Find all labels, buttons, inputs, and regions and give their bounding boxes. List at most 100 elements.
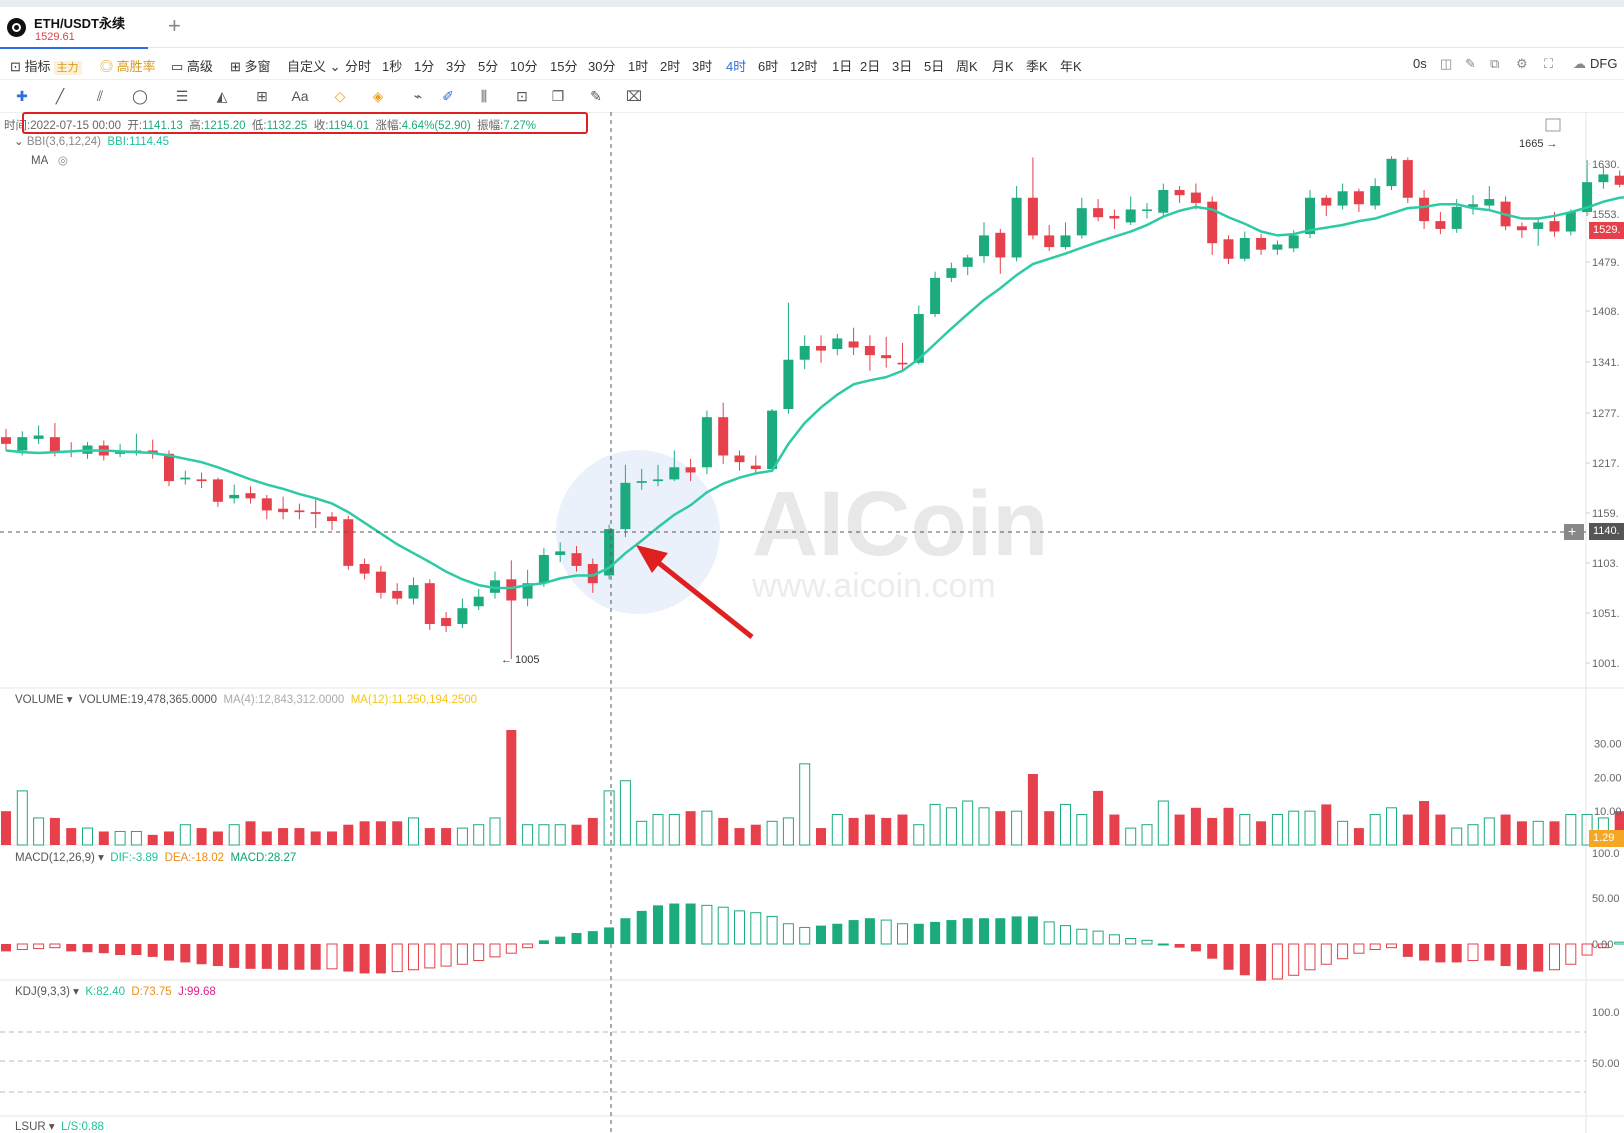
candle-body[interactable] (1044, 235, 1055, 248)
volume-bar[interactable] (945, 807, 957, 846)
macd-bar[interactable] (1451, 944, 1462, 963)
volume-bar[interactable] (668, 814, 680, 846)
volume-bar[interactable] (603, 790, 615, 846)
volume-bar[interactable] (228, 824, 240, 846)
macd-bar[interactable] (16, 943, 28, 951)
volume-bar[interactable] (652, 814, 664, 846)
volume-bar[interactable] (734, 828, 745, 845)
lock-icon[interactable]: ⊡ (516, 88, 528, 104)
volume-bar[interactable] (147, 834, 158, 845)
volume-bar[interactable] (261, 831, 272, 845)
lsur-legend[interactable]: LSUR ▾ L/S:0.88 (15, 1121, 104, 1133)
candle-body[interactable] (832, 338, 843, 350)
candle-body[interactable] (1337, 191, 1348, 206)
macd-bar[interactable] (1516, 944, 1527, 970)
volume-bar[interactable] (864, 814, 875, 845)
macd-bar[interactable] (799, 926, 811, 945)
note-icon[interactable]: ✎ (590, 88, 602, 104)
macd-bar[interactable] (229, 944, 240, 968)
macd-bar[interactable] (1190, 944, 1201, 952)
candle-icon[interactable]: ⫼ (480, 88, 488, 104)
volume-bar[interactable] (1353, 828, 1364, 845)
candle-body[interactable] (930, 277, 941, 315)
macd-bar[interactable] (636, 910, 647, 944)
period-分时[interactable]: 分时 (345, 59, 372, 74)
custom-menu[interactable]: 自定义 ⌄ (287, 59, 341, 74)
volume-bar[interactable] (1011, 810, 1023, 846)
volume-bar[interactable] (196, 828, 207, 845)
candle-body[interactable] (669, 467, 680, 480)
candle-body[interactable] (1468, 204, 1478, 207)
candle-body[interactable] (946, 268, 957, 278)
volume-bar[interactable] (1549, 821, 1560, 845)
volume-bar[interactable] (1271, 814, 1283, 846)
period-3分[interactable]: 3分 (446, 59, 467, 74)
candle-body[interactable] (441, 618, 452, 626)
candle-body[interactable] (864, 346, 875, 356)
volume-bar[interactable] (1369, 814, 1381, 846)
macd-bar[interactable] (1271, 943, 1283, 980)
volume-bar[interactable] (294, 828, 305, 845)
volume-bar[interactable] (359, 821, 370, 845)
macd-bar[interactable] (913, 923, 924, 944)
candle-body[interactable] (1386, 158, 1397, 187)
volume-bar[interactable] (782, 817, 794, 846)
candle-body[interactable] (701, 417, 712, 468)
volume-bar[interactable] (522, 824, 534, 846)
period-6时[interactable]: 6时 (758, 59, 779, 74)
macd-bar[interactable] (440, 943, 452, 967)
candle-body[interactable] (1288, 235, 1299, 249)
macd-bar[interactable] (505, 943, 517, 954)
volume-bar[interactable] (1109, 814, 1120, 845)
macd-bar[interactable] (685, 903, 696, 944)
candle-body[interactable] (734, 455, 745, 463)
macd-bar[interactable] (1402, 944, 1413, 957)
macd-bar[interactable] (1419, 944, 1430, 961)
candle-body[interactable] (33, 435, 44, 439)
macd-bar[interactable] (82, 944, 93, 953)
volume-bar[interactable] (1060, 803, 1071, 846)
volume-bar[interactable] (538, 824, 550, 846)
macd-bar[interactable] (1386, 943, 1397, 949)
candle-body[interactable] (1190, 192, 1201, 203)
candle-body[interactable] (229, 494, 240, 499)
candle-body[interactable] (1321, 197, 1332, 206)
candle-body[interactable] (1272, 244, 1283, 250)
volume-bar[interactable] (766, 820, 778, 846)
candle-body[interactable] (1516, 226, 1527, 231)
period-月K[interactable]: 月K (992, 59, 1014, 74)
macd-bar[interactable] (1092, 930, 1104, 945)
macd-bar[interactable] (930, 921, 941, 944)
candle-body[interactable] (457, 608, 468, 624)
macd-bar[interactable] (278, 944, 289, 970)
candle-body[interactable] (261, 498, 272, 511)
candle-body[interactable] (375, 571, 386, 593)
macd-bar[interactable] (1484, 944, 1495, 961)
candle-body[interactable] (1223, 239, 1234, 259)
macd-bar[interactable] (1614, 941, 1624, 945)
macd-legend[interactable]: MACD(12,26,9) ▾ DIF:-3.89 DEA:-18.02 MAC… (15, 852, 297, 864)
macd-bar[interactable] (164, 944, 174, 961)
macd-bar[interactable] (1500, 944, 1511, 967)
volume-bar[interactable] (1256, 821, 1267, 845)
volume-bar[interactable] (1239, 814, 1251, 846)
candle-body[interactable] (1093, 208, 1104, 218)
period-1秒[interactable]: 1秒 (382, 59, 403, 74)
candle-body[interactable] (1402, 160, 1413, 198)
indicator-menu[interactable]: ⊡ 指标 主力 (10, 56, 82, 75)
period-1日[interactable]: 1日 (832, 59, 853, 74)
volume-bar[interactable] (375, 821, 386, 845)
volume-bar[interactable] (456, 827, 468, 846)
candle-body[interactable] (1142, 209, 1152, 211)
candle-body[interactable] (1060, 235, 1071, 248)
macd-bar[interactable] (1597, 943, 1609, 949)
ruler-icon[interactable]: ⌁ (413, 88, 423, 104)
macd-bar[interactable] (962, 918, 973, 944)
volume-bar[interactable] (489, 817, 501, 846)
volume-bar[interactable] (33, 817, 45, 846)
candle-body[interactable] (1582, 182, 1593, 213)
brush-icon[interactable]: ✐ (442, 88, 454, 104)
candle-body[interactable] (685, 467, 696, 473)
macd-bar[interactable] (1337, 943, 1349, 960)
candle-body[interactable] (1565, 212, 1576, 232)
